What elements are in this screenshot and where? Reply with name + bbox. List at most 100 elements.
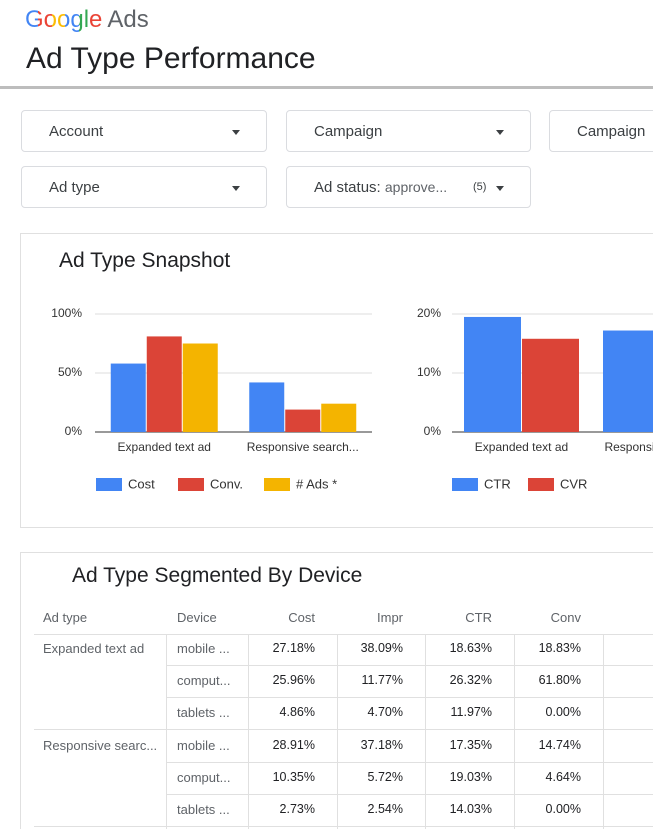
bar bbox=[321, 403, 357, 432]
row-divider bbox=[166, 665, 653, 666]
table-cell: 0.00% bbox=[545, 705, 581, 720]
table-cell: 4.86% bbox=[279, 705, 315, 720]
filter-label: Campaign bbox=[577, 123, 646, 140]
legend-label: CVR bbox=[560, 476, 587, 491]
legend-label: Cost bbox=[128, 476, 155, 491]
table-cell: 0.00% bbox=[545, 802, 581, 816]
legend-swatch bbox=[452, 478, 478, 491]
column-divider bbox=[425, 634, 426, 829]
filter-label: Campaign bbox=[314, 123, 383, 140]
bar bbox=[603, 330, 653, 432]
table-cell: 28.91% bbox=[272, 737, 315, 752]
y-tick-label: 100% bbox=[51, 306, 82, 320]
dropdown-arrow bbox=[232, 130, 240, 135]
legend-label: # Ads * bbox=[296, 476, 337, 491]
table-cell: 38.09% bbox=[360, 641, 403, 655]
table-cell: 4.64% bbox=[545, 769, 581, 784]
table-cell: 61.80% bbox=[538, 673, 581, 688]
y-tick-label: 10% bbox=[417, 365, 441, 379]
table-cell: 26.32% bbox=[449, 673, 492, 688]
header-rule bbox=[0, 86, 653, 89]
column-divider bbox=[248, 634, 249, 829]
legend-swatch bbox=[96, 478, 122, 491]
filter-count: (5) bbox=[473, 181, 487, 193]
column-divider bbox=[337, 634, 338, 829]
legend-swatch bbox=[528, 478, 554, 491]
table-cell: tablets ... bbox=[177, 705, 230, 721]
logo-ads: Ads bbox=[107, 6, 149, 33]
filter-dropdown[interactable]: Account bbox=[21, 110, 267, 152]
table-cell: 11.97% bbox=[450, 705, 492, 720]
row-divider bbox=[166, 697, 653, 699]
filter-label-text: Ad status: bbox=[314, 179, 381, 196]
x-tick-label: Expanded text ad bbox=[118, 440, 211, 454]
table-cell: 19.03% bbox=[449, 769, 492, 784]
legend-swatch bbox=[264, 478, 290, 491]
x-tick-label: Responsive search... bbox=[247, 440, 359, 454]
column-divider bbox=[166, 634, 167, 829]
table-cell: 27.18% bbox=[272, 641, 315, 655]
filter-dropdown[interactable]: Campaign bbox=[286, 110, 531, 152]
bar bbox=[249, 382, 285, 432]
row-divider bbox=[166, 793, 653, 795]
row-divider bbox=[34, 826, 653, 827]
y-tick-label: 50% bbox=[58, 365, 82, 379]
legend-swatch bbox=[178, 478, 204, 491]
page-title: Ad Type Performance bbox=[26, 42, 316, 75]
filter-value: approve... bbox=[384, 179, 448, 195]
row-divider bbox=[34, 729, 653, 731]
filter-dropdown[interactable]: Ad status: approve... (5) bbox=[286, 166, 531, 208]
snapshot-panel: Ad Type Snapshot bbox=[20, 233, 653, 528]
table-cell: mobile ... bbox=[177, 641, 230, 656]
x-tick-label: Expanded text ad bbox=[475, 440, 568, 454]
table-panel: Ad Type Segmented By Device bbox=[20, 552, 653, 829]
table-cell: 11.77% bbox=[361, 673, 403, 688]
filter-dropdown[interactable]: Ad type bbox=[21, 166, 267, 208]
column-header: Device bbox=[177, 610, 217, 625]
column-header: CTR bbox=[465, 610, 492, 625]
logo-google: Google bbox=[25, 6, 103, 33]
bar bbox=[146, 336, 182, 432]
table-cell: 14.74% bbox=[538, 737, 581, 752]
x-tick-label: Responsive search... bbox=[604, 440, 653, 454]
column-header: Ad type bbox=[43, 610, 88, 625]
dropdown-arrow bbox=[232, 186, 240, 191]
logo: Google Ads bbox=[25, 6, 149, 34]
filter-label: Account bbox=[49, 123, 104, 140]
table-cell: 17.35% bbox=[449, 737, 492, 752]
column-header: Impr bbox=[377, 610, 403, 625]
bar bbox=[110, 363, 146, 432]
bar bbox=[285, 409, 321, 432]
column-header: Conv bbox=[550, 610, 581, 625]
table-cell: mobile ... bbox=[177, 737, 230, 753]
table-cell: comput... bbox=[177, 769, 231, 785]
row-divider bbox=[166, 761, 653, 763]
dropdown-arrow bbox=[496, 130, 504, 135]
column-divider bbox=[603, 634, 604, 829]
panel-title: Ad Type Snapshot bbox=[59, 249, 231, 272]
table-cell: tablets ... bbox=[177, 802, 230, 817]
table-cell: comput... bbox=[177, 673, 231, 689]
y-tick-label: 20% bbox=[417, 306, 441, 320]
panel-title: Ad Type Segmented By Device bbox=[72, 564, 363, 587]
table-cell: 25.96% bbox=[272, 673, 315, 688]
bar bbox=[522, 338, 579, 432]
bar bbox=[464, 316, 521, 432]
table-cell: 2.54% bbox=[367, 802, 403, 816]
table-cell: 10.35% bbox=[272, 769, 315, 784]
table-cell: Responsive searc... bbox=[43, 737, 158, 753]
table-cell: 14.03% bbox=[449, 802, 492, 816]
filter-label: Ad status: approve... bbox=[314, 179, 447, 196]
column-header: Cost bbox=[288, 610, 315, 625]
table-cell: 18.63% bbox=[449, 641, 492, 655]
column-divider bbox=[514, 634, 515, 829]
bar bbox=[182, 343, 218, 432]
header-divider bbox=[34, 634, 653, 635]
dropdown-arrow bbox=[496, 186, 504, 191]
table-cell: 37.18% bbox=[360, 737, 403, 752]
table-cell: 5.72% bbox=[367, 769, 403, 784]
filter-dropdown[interactable]: Campaign bbox=[549, 110, 653, 152]
legend-label: Conv. bbox=[210, 476, 243, 491]
legend-label: CTR bbox=[484, 476, 511, 491]
